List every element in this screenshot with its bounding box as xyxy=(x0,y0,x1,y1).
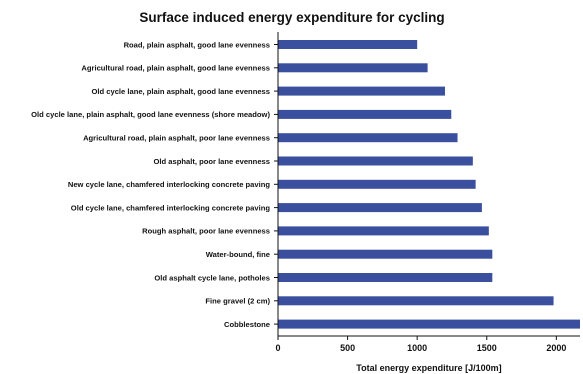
category-label: Road, plain asphalt, good lane evenness xyxy=(124,40,270,49)
category-label: Rough asphalt, poor lane evenness xyxy=(142,227,270,236)
bar xyxy=(278,63,428,73)
category-label: Old cycle lane, plain asphalt, good lane… xyxy=(91,87,270,96)
category-label: Agricultural road, plain asphalt, good l… xyxy=(81,64,270,73)
x-tick-label: 1000 xyxy=(407,343,427,353)
bars xyxy=(278,40,580,329)
bar xyxy=(278,203,482,213)
category-label: Old cycle lane, chamfered interlocking c… xyxy=(71,203,271,212)
bar xyxy=(278,109,452,119)
bar xyxy=(278,40,418,49)
x-axis: 0 500 1000 1500 2000 xyxy=(274,32,580,353)
bar xyxy=(278,179,476,189)
bar xyxy=(278,226,489,236)
bar xyxy=(278,249,493,259)
category-label: Old cycle lane, plain asphalt, good lane… xyxy=(31,110,270,119)
x-tick-label: 2000 xyxy=(546,343,566,353)
category-labels: Road, plain asphalt, good lane evenness A… xyxy=(31,40,270,329)
x-tick-label: 0 xyxy=(275,343,280,353)
bar xyxy=(278,86,446,96)
chart-title: Surface induced energy expenditure for c… xyxy=(139,10,444,25)
category-label: Fine gravel (2 cm) xyxy=(205,297,270,306)
bar xyxy=(278,133,458,143)
x-axis-title: Total energy expenditure [J/100m] xyxy=(356,363,501,373)
category-label: Cobblestone xyxy=(224,320,270,329)
bar xyxy=(278,156,473,166)
x-tick-label: 1500 xyxy=(477,343,497,353)
bar xyxy=(278,319,580,329)
x-tick-label: 500 xyxy=(340,343,355,353)
category-label: New cycle lane, chamfered interlocking c… xyxy=(68,180,271,189)
bar xyxy=(278,296,554,306)
category-label: Old asphalt, poor lane evenness xyxy=(154,157,270,166)
bar xyxy=(278,273,493,282)
category-label: Old asphalt cycle lane, potholes xyxy=(154,273,270,282)
category-label: Water-bound, fine xyxy=(206,250,270,259)
category-label: Agricultural road, plain asphalt, poor l… xyxy=(83,134,270,143)
